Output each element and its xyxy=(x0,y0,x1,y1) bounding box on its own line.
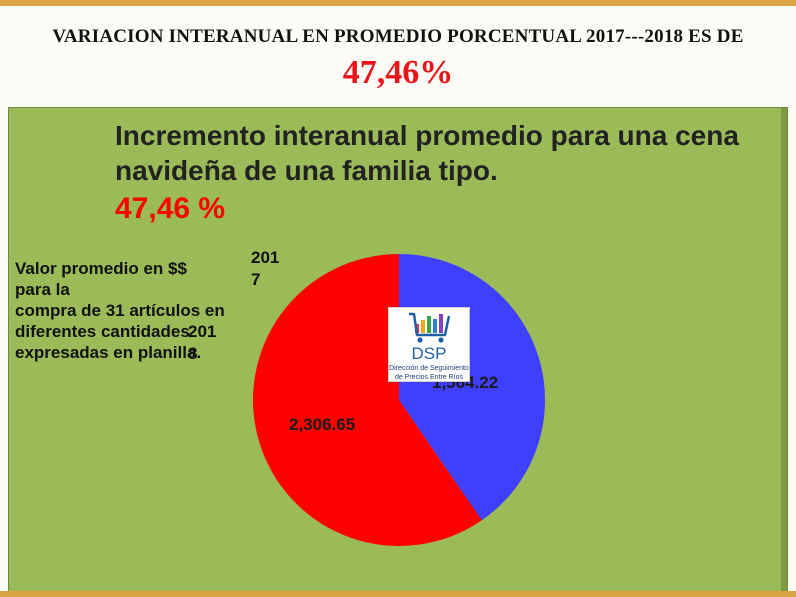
data-label-2018: 2,306.65 xyxy=(289,415,355,434)
dsp-logo: DSP Dirección de Seguimiento de Precios … xyxy=(388,307,470,382)
side-note-line: Valor promedio en $$ xyxy=(15,259,187,278)
panel-edge xyxy=(781,108,787,592)
logo-caption-line: de Precios Entre Ríos xyxy=(394,374,464,381)
side-note-line: para la xyxy=(15,280,70,299)
logo-caption: Dirección de Seguimiento de Precios Entr… xyxy=(389,364,469,382)
slide-title: VARIACION INTERANUAL EN PROMEDIO PORCENT… xyxy=(52,26,744,47)
slide-headline-value: 47,46% xyxy=(342,54,454,91)
side-note-line: diferentes cantidades xyxy=(15,322,190,341)
logo-text: DSP xyxy=(411,344,447,363)
shopping-cart-icon xyxy=(409,312,451,343)
category-label-2017-part1: 201 xyxy=(251,248,279,267)
side-note: Valor promedio en $$ para la compra de 3… xyxy=(15,258,275,363)
pie-slice-2018 xyxy=(253,254,482,546)
side-note-line: expresadas en planilla. xyxy=(15,343,202,362)
category-label-2018-part1: 201 xyxy=(188,322,216,341)
logo-caption-line: Dirección de Seguimiento xyxy=(389,365,469,372)
bottom-decorative-stripe xyxy=(0,591,796,597)
chart-subtitle: 47,46 % xyxy=(115,192,226,225)
category-label-2018-part2: 8 xyxy=(188,344,197,363)
chart-title: Incremento interanual promedio para una … xyxy=(115,120,739,186)
side-note-line: compra de 31 artículos en xyxy=(15,301,225,320)
category-label-2017-part2: 7 xyxy=(251,270,260,289)
chart-panel: Incremento interanual promedio para una … xyxy=(8,107,788,593)
top-decorative-stripe xyxy=(0,0,796,6)
